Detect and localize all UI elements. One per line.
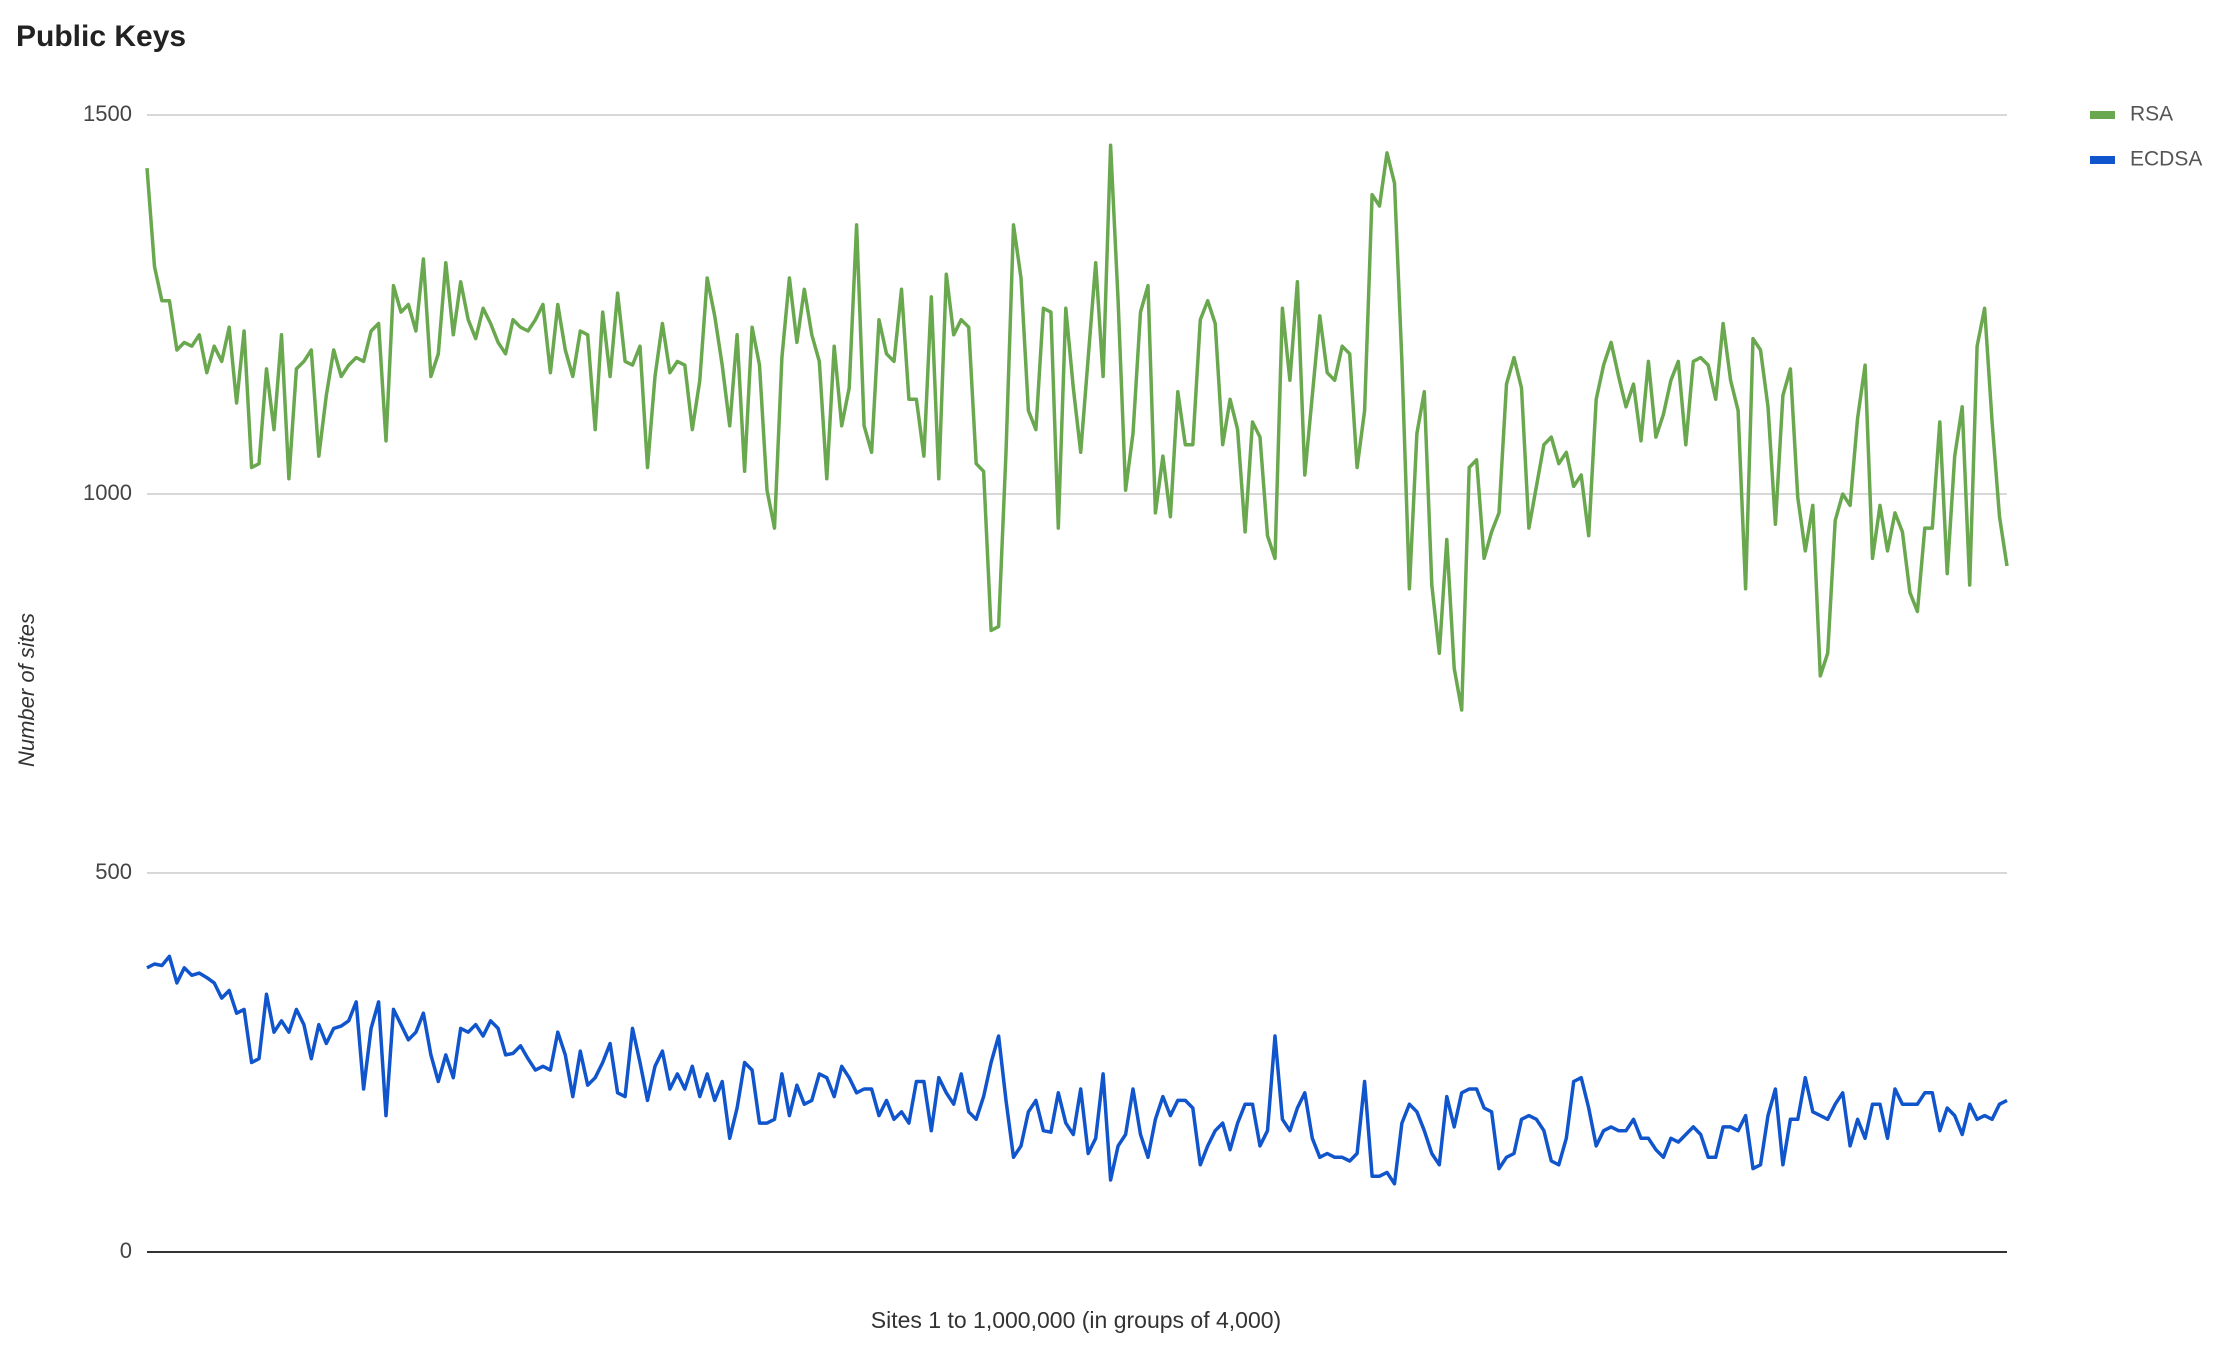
y-tick-label: 1000: [83, 480, 132, 505]
legend-label: RSA: [2130, 103, 2173, 126]
y-axis-label: Number of sites: [14, 613, 39, 767]
line-series: [146, 954, 2008, 1186]
line-series: [145, 143, 2009, 712]
legend-label: ECDSA: [2130, 148, 2202, 171]
legend-swatch: [2090, 111, 2115, 119]
y-tick-label: 0: [120, 1238, 132, 1263]
x-axis-label: Sites 1 to 1,000,000 (in groups of 4,000…: [871, 1307, 1281, 1333]
y-tick-label: 1500: [83, 101, 132, 126]
chart-title: Public Keys: [16, 20, 186, 53]
y-tick-label: 500: [95, 859, 132, 884]
legend-swatch: [2090, 156, 2115, 164]
